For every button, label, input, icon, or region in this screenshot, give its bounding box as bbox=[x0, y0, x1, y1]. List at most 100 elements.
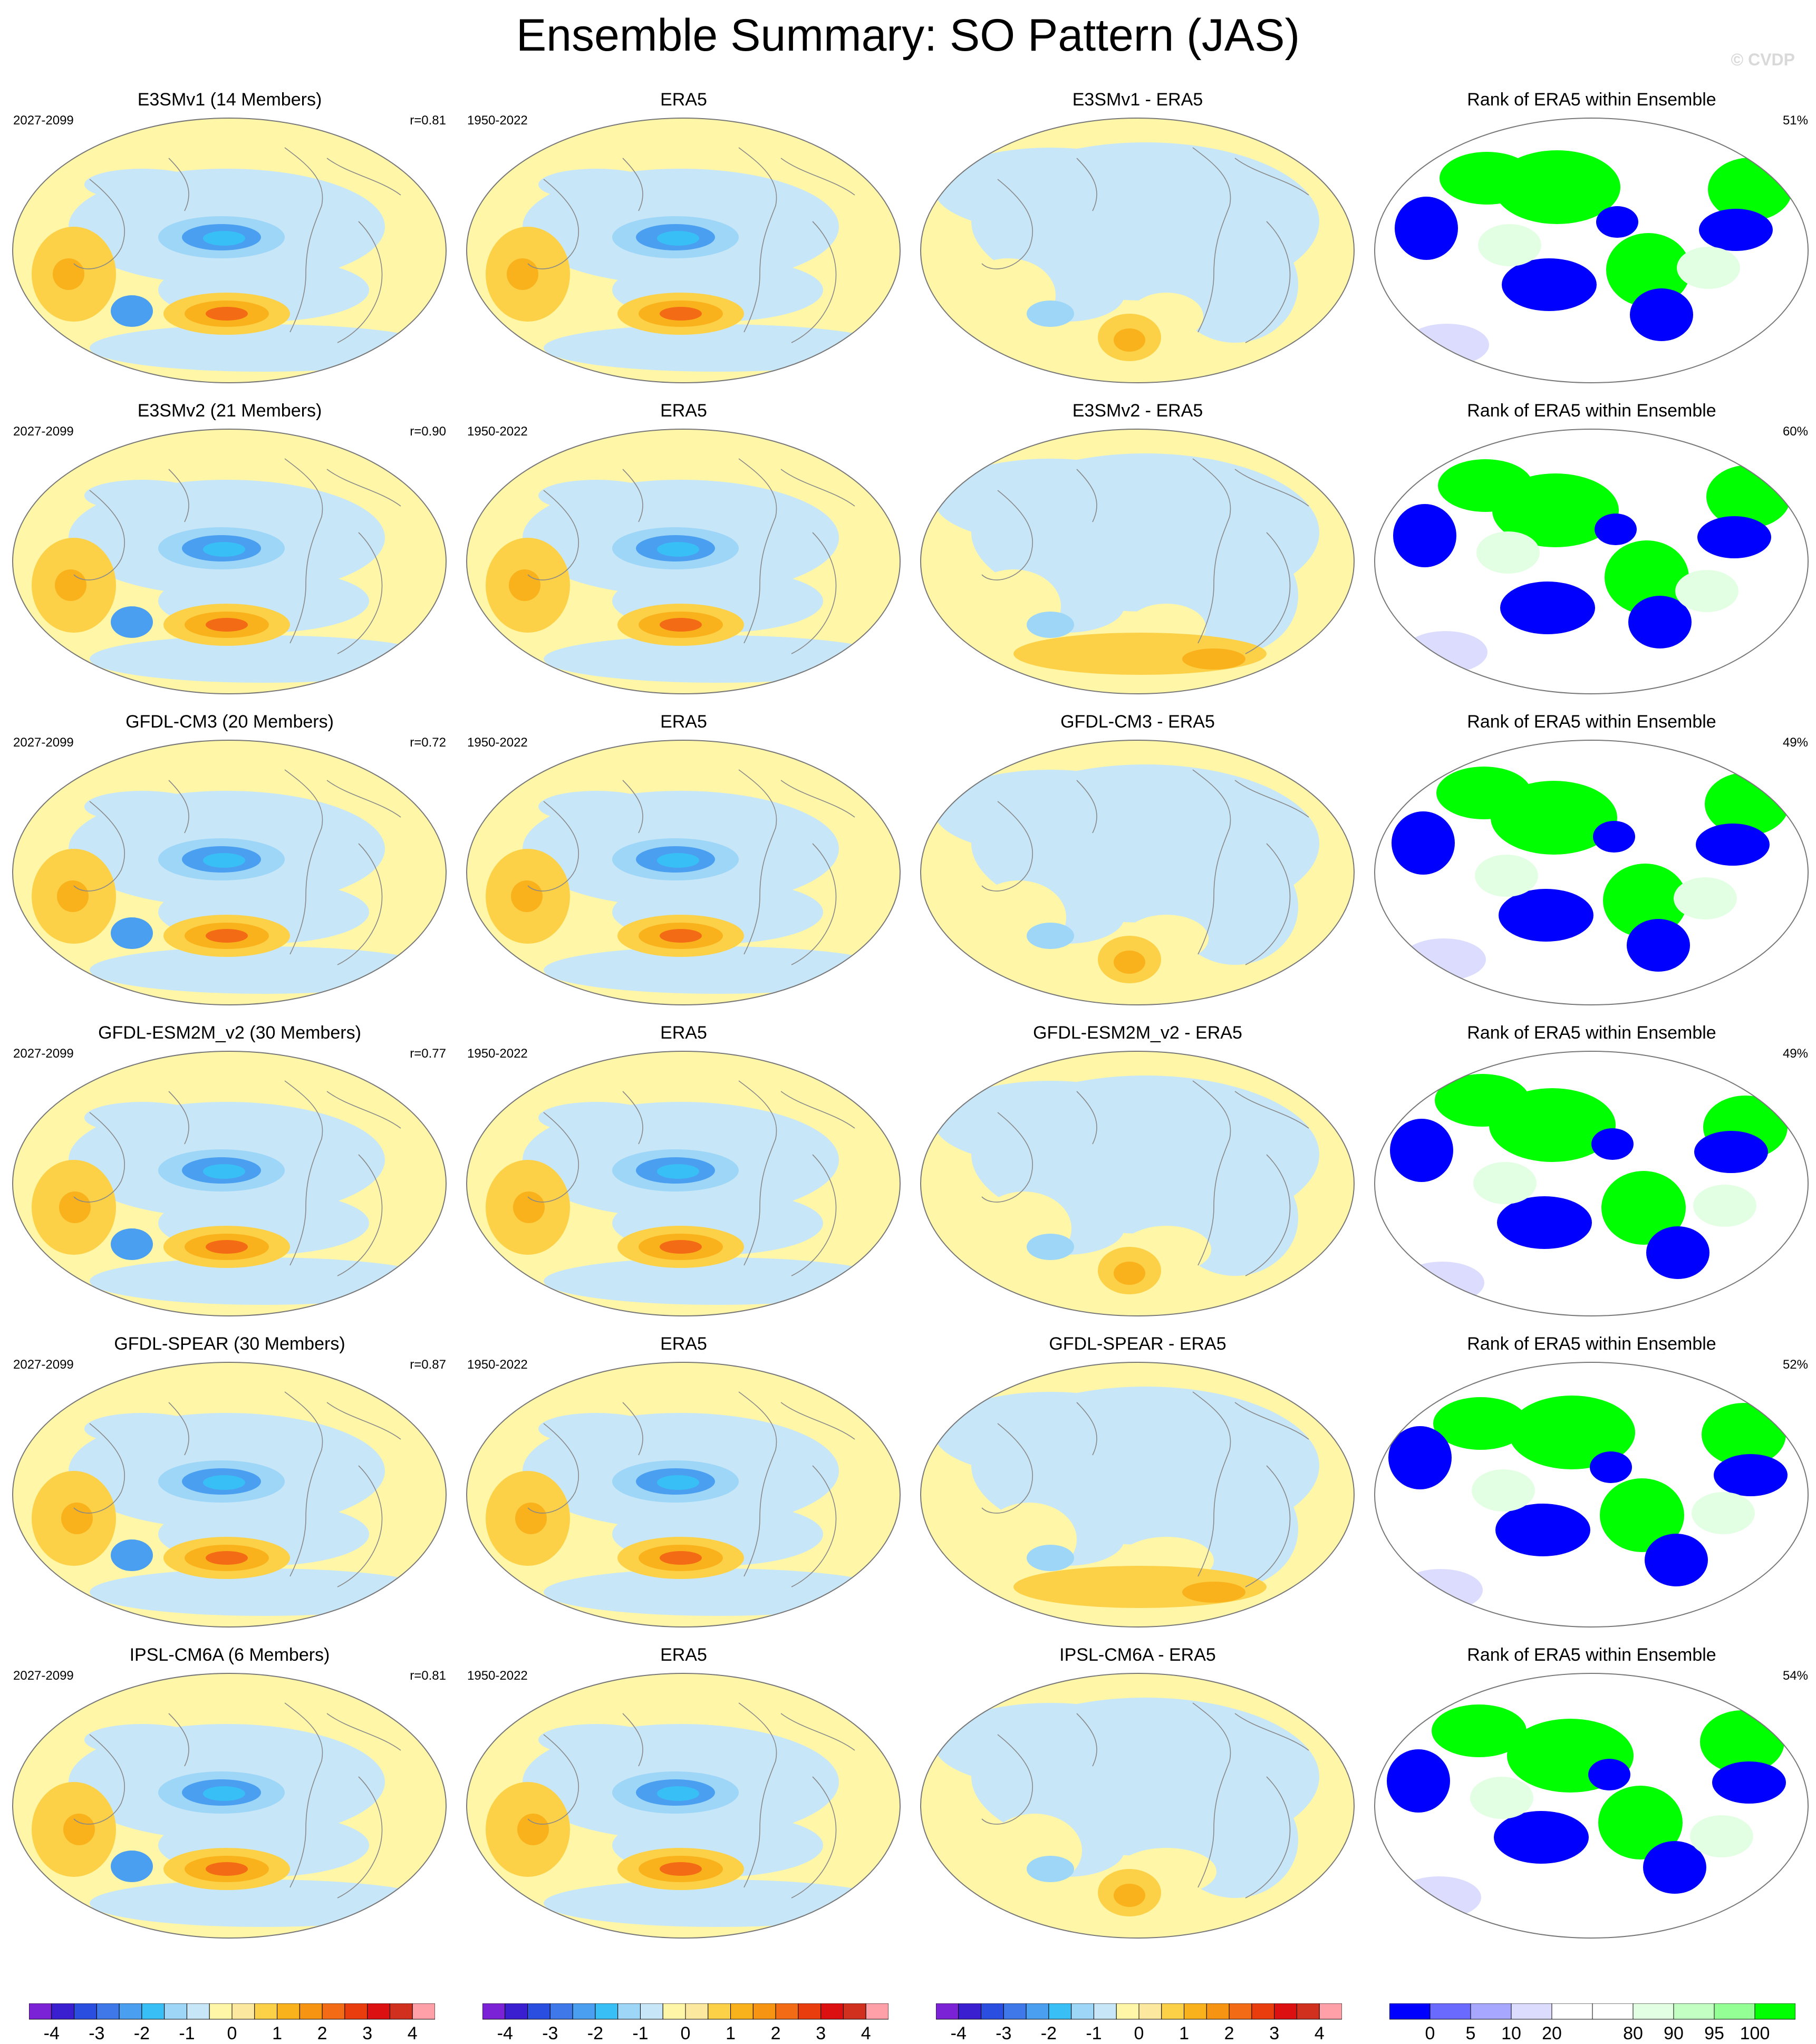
negative-anomaly-core bbox=[111, 1228, 153, 1260]
positive-anomaly-core bbox=[55, 569, 86, 601]
map-border bbox=[1374, 1673, 1809, 1939]
coastline bbox=[1192, 147, 1231, 333]
panel-title: GFDL-CM3 - ERA5 bbox=[1060, 712, 1215, 732]
coastline bbox=[337, 1776, 383, 1898]
map-border bbox=[466, 1673, 901, 1939]
negative-anomaly-region bbox=[538, 1413, 654, 1445]
coastline bbox=[1245, 843, 1291, 965]
period-label: 2027-2099 bbox=[13, 735, 74, 750]
rank-region bbox=[1702, 1403, 1786, 1466]
diff-panel: GFDL-SPEAR - ERA5 bbox=[911, 1334, 1365, 1645]
model-panel: E3SMv1 (14 Members) 2027-2099 r=0.81 bbox=[3, 90, 457, 401]
colorbar-swatch bbox=[1251, 2003, 1275, 2020]
colorbar-swatch bbox=[595, 2003, 619, 2020]
positive-anomaly-core bbox=[1114, 1884, 1145, 1907]
rank-region bbox=[1497, 1196, 1592, 1249]
panel-title: GFDL-ESM2M_v2 (30 Members) bbox=[98, 1023, 361, 1043]
colorbar-swatch bbox=[186, 2003, 210, 2020]
rank-region bbox=[1693, 1185, 1756, 1227]
panel-title: IPSL-CM6A - ERA5 bbox=[1059, 1645, 1216, 1665]
map-border bbox=[1374, 118, 1809, 383]
colorbar-swatch bbox=[1161, 2003, 1185, 2020]
negative-anomaly-core bbox=[657, 1786, 699, 1801]
negative-anomaly-region bbox=[538, 169, 654, 200]
rank-map bbox=[1374, 118, 1809, 383]
coastline bbox=[1076, 1713, 1097, 1767]
coastline bbox=[1192, 458, 1231, 644]
slp-anomaly-map bbox=[920, 429, 1355, 694]
negative-anomaly-band bbox=[544, 1568, 892, 1616]
colorbar-swatch bbox=[1274, 2003, 1297, 2020]
slp-anomaly-map bbox=[466, 1051, 901, 1316]
coastline bbox=[981, 179, 1033, 269]
panel-title: ERA5 bbox=[660, 1023, 707, 1043]
coastline bbox=[780, 1091, 855, 1129]
coastline bbox=[791, 843, 837, 965]
obs-panel: ERA5 1950-2022 bbox=[457, 1645, 911, 1956]
colorbar-swatch bbox=[1093, 2003, 1117, 2020]
coastline bbox=[1076, 1091, 1097, 1145]
rank-region bbox=[1489, 1088, 1616, 1162]
panel-title: Rank of ERA5 within Ensemble bbox=[1467, 1645, 1716, 1665]
negative-anomaly-band bbox=[90, 1880, 438, 1927]
negative-anomaly-core bbox=[657, 853, 699, 868]
colorbar-swatch bbox=[367, 2003, 390, 2020]
coastline bbox=[326, 1091, 401, 1129]
colorbar-swatch bbox=[1470, 2003, 1512, 2020]
colorbar-swatch bbox=[51, 2003, 75, 2020]
rank-region bbox=[1472, 1469, 1535, 1512]
rank-map bbox=[1374, 429, 1809, 694]
rank-percent-label: 54% bbox=[1782, 1669, 1808, 1683]
colorbar-swatch bbox=[549, 2003, 573, 2020]
colorbar-swatch bbox=[685, 2003, 709, 2020]
period-label: 1950-2022 bbox=[467, 1047, 528, 1061]
rank-region bbox=[1591, 1128, 1634, 1160]
colorbar-swatch bbox=[1184, 2003, 1207, 2020]
negative-anomaly-core bbox=[203, 1164, 245, 1179]
colorbar-swatch bbox=[798, 2003, 822, 2020]
rank-region bbox=[1393, 504, 1456, 567]
negative-anomaly-core bbox=[657, 1475, 699, 1490]
colorbar-swatch bbox=[231, 2003, 255, 2020]
colorbar-swatch bbox=[209, 2003, 233, 2020]
coastline bbox=[168, 1713, 189, 1767]
slp-anomaly-map bbox=[12, 1362, 447, 1628]
coastline bbox=[527, 1734, 579, 1825]
period-label: 1950-2022 bbox=[467, 424, 528, 439]
positive-anomaly-core bbox=[206, 929, 248, 943]
rank-region bbox=[1677, 247, 1740, 289]
colorbar-swatch bbox=[1551, 2003, 1593, 2020]
coastline bbox=[326, 469, 401, 507]
negative-anomaly-band bbox=[544, 324, 892, 372]
period-label: 2027-2099 bbox=[13, 424, 74, 439]
positive-anomaly-core bbox=[660, 1551, 702, 1565]
rank-region bbox=[1402, 938, 1486, 981]
coastline bbox=[168, 469, 189, 522]
colorbar-swatch bbox=[1754, 2003, 1795, 2020]
negative-anomaly-region bbox=[84, 791, 200, 822]
pattern-correlation-label: r=0.72 bbox=[410, 735, 446, 750]
rank-map bbox=[1374, 740, 1809, 1005]
colorbar-tick-label: 4 bbox=[407, 2023, 418, 2043]
coastline bbox=[284, 458, 323, 644]
coastline bbox=[1076, 780, 1097, 834]
positive-anomaly-core bbox=[53, 258, 84, 290]
coastline bbox=[738, 1702, 777, 1888]
coastline bbox=[527, 1423, 579, 1514]
slp-anomaly-map bbox=[466, 429, 901, 694]
coastline bbox=[791, 1776, 837, 1898]
colorbar-swatch bbox=[389, 2003, 413, 2020]
colorbar-swatch bbox=[820, 2003, 844, 2020]
negative-anomaly-band bbox=[90, 1568, 438, 1616]
coastline bbox=[1192, 1391, 1231, 1577]
coastline bbox=[337, 1154, 383, 1276]
rank-panel: Rank of ERA5 within Ensemble 49% bbox=[1365, 1023, 1816, 1334]
negative-anomaly-region bbox=[84, 1413, 200, 1445]
panel-title: GFDL-SPEAR - ERA5 bbox=[1049, 1334, 1226, 1354]
negative-anomaly-core bbox=[203, 1786, 245, 1801]
coastline bbox=[284, 769, 323, 955]
rank-region bbox=[1470, 1777, 1533, 1819]
colorbar-swatch bbox=[1048, 2003, 1072, 2020]
coastline bbox=[981, 1734, 1033, 1825]
negative-anomaly-region bbox=[538, 1724, 654, 1756]
